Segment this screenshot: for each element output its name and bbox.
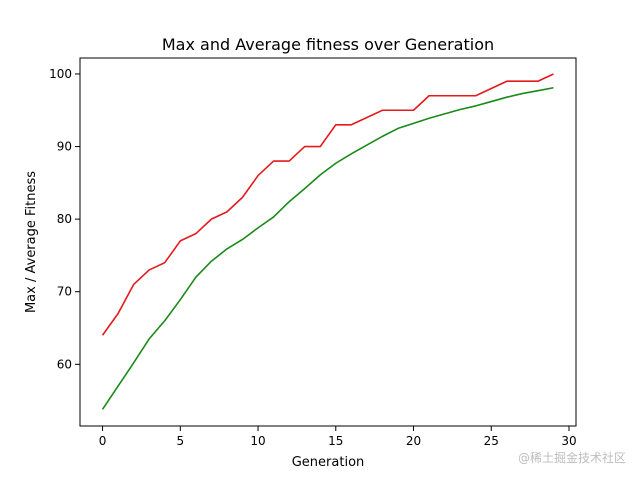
x-tick-label: 20 [406, 434, 421, 448]
series-line-max [101, 73, 554, 336]
y-axis-label: Max / Average Fitness [24, 171, 39, 313]
x-tick-label: 30 [561, 434, 576, 448]
plot-area [79, 57, 577, 427]
x-tick-label: 0 [99, 434, 107, 448]
y-axis: 60 70 80 90 100 [49, 67, 80, 371]
series-line-average [101, 86, 554, 410]
x-tick-label: 5 [176, 434, 184, 448]
x-tick-label: 10 [250, 434, 265, 448]
y-tick-label: 70 [57, 285, 72, 299]
y-tick-label: 100 [49, 67, 72, 81]
y-tick-label: 80 [57, 212, 72, 226]
x-axis-label: Generation [292, 455, 365, 470]
y-tick-label: 90 [57, 140, 72, 154]
y-tick-label: 60 [57, 357, 72, 371]
watermark: @稀土掘金技术社区 [517, 451, 626, 465]
series-lines [101, 73, 554, 410]
x-axis: 0 5 10 15 20 25 30 [99, 426, 577, 448]
chart-title: Max and Average fitness over Generation [162, 35, 494, 54]
x-tick-label: 15 [328, 434, 343, 448]
x-tick-label: 25 [484, 434, 499, 448]
